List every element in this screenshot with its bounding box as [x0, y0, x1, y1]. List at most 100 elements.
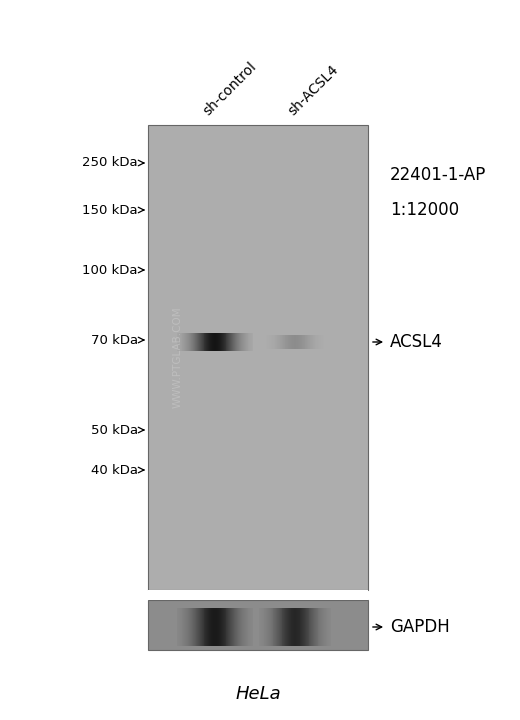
Bar	[215, 333, 216, 351]
Bar	[289, 336, 290, 348]
Bar	[282, 608, 283, 646]
Bar	[217, 608, 218, 646]
Bar	[306, 608, 307, 646]
Bar	[244, 333, 245, 351]
Bar	[183, 333, 184, 351]
Bar	[267, 336, 268, 348]
Bar	[291, 336, 292, 348]
Bar	[329, 608, 330, 646]
Bar	[223, 608, 224, 646]
Bar	[205, 333, 206, 351]
Bar	[293, 336, 294, 348]
Bar	[225, 333, 226, 351]
Bar	[236, 608, 237, 646]
Bar	[302, 336, 303, 348]
Bar	[248, 608, 249, 646]
Bar	[291, 608, 292, 646]
Bar	[323, 608, 324, 646]
Bar	[275, 608, 276, 646]
Text: 40 kDa: 40 kDa	[91, 464, 138, 477]
Bar	[178, 333, 179, 351]
Bar	[309, 608, 310, 646]
Bar	[195, 608, 196, 646]
Bar	[315, 336, 316, 348]
Bar	[279, 336, 280, 348]
Bar	[300, 608, 301, 646]
Bar	[202, 333, 203, 351]
Bar	[215, 608, 216, 646]
Bar	[241, 333, 242, 351]
Bar	[296, 336, 297, 348]
Bar	[240, 608, 241, 646]
Bar	[269, 608, 270, 646]
Bar	[265, 608, 266, 646]
Bar	[193, 333, 194, 351]
Bar	[307, 336, 308, 348]
Bar	[330, 608, 331, 646]
Bar	[317, 608, 318, 646]
Bar	[277, 336, 278, 348]
Bar	[281, 608, 282, 646]
Bar	[268, 336, 269, 348]
Bar	[322, 608, 323, 646]
Bar	[304, 336, 305, 348]
Bar	[294, 608, 295, 646]
Bar	[180, 333, 181, 351]
Bar	[297, 608, 298, 646]
Bar	[262, 608, 263, 646]
Bar	[222, 333, 223, 351]
Bar	[282, 336, 283, 348]
Bar	[260, 608, 261, 646]
Bar	[283, 336, 284, 348]
Bar	[290, 608, 291, 646]
Bar	[202, 608, 203, 646]
Bar	[196, 608, 197, 646]
Bar	[216, 333, 217, 351]
Bar	[250, 333, 251, 351]
Bar	[318, 608, 319, 646]
Bar	[211, 333, 212, 351]
Bar	[307, 608, 308, 646]
Bar	[187, 333, 188, 351]
Bar	[272, 608, 274, 646]
Bar	[198, 333, 199, 351]
Bar	[274, 608, 275, 646]
Bar	[220, 608, 222, 646]
Bar	[186, 333, 187, 351]
Bar	[213, 333, 214, 351]
Bar	[261, 608, 262, 646]
Bar	[319, 608, 320, 646]
Bar	[200, 333, 201, 351]
Bar	[192, 608, 193, 646]
Bar	[224, 608, 225, 646]
Bar	[193, 608, 194, 646]
Bar	[310, 336, 311, 348]
Bar	[218, 608, 219, 646]
Bar	[223, 333, 224, 351]
Bar	[235, 333, 236, 351]
Bar	[227, 333, 228, 351]
Bar	[310, 608, 311, 646]
Bar	[187, 608, 188, 646]
Bar	[220, 333, 222, 351]
Bar	[212, 333, 213, 351]
Bar	[196, 333, 197, 351]
Bar	[290, 336, 291, 348]
Bar	[295, 608, 296, 646]
Bar	[206, 608, 207, 646]
Bar	[297, 336, 298, 348]
Bar	[183, 608, 184, 646]
Bar	[225, 608, 226, 646]
Text: 22401-1-AP: 22401-1-AP	[390, 166, 486, 184]
Bar	[300, 336, 301, 348]
Bar	[278, 608, 279, 646]
Bar	[237, 608, 238, 646]
Bar	[252, 333, 253, 351]
Bar	[226, 608, 227, 646]
Bar	[226, 333, 227, 351]
Bar	[317, 336, 318, 348]
Bar	[243, 333, 244, 351]
Bar	[191, 608, 192, 646]
Bar	[244, 608, 245, 646]
Bar	[318, 336, 319, 348]
